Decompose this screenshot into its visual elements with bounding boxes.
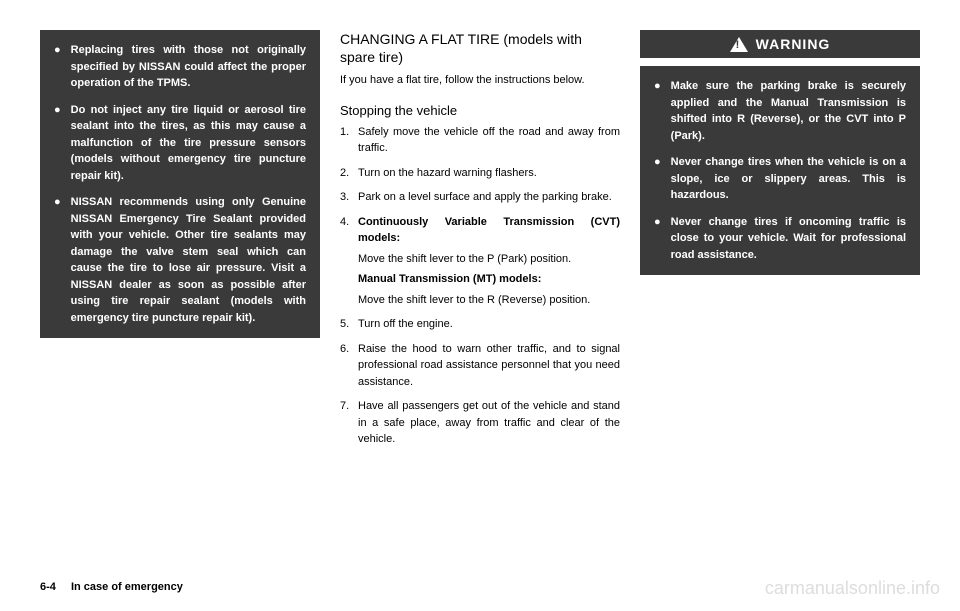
step-text: Have all passengers get out of the vehic…: [358, 398, 620, 448]
page-footer: 6-4 In case of emergency: [40, 581, 183, 593]
step-number: 4.: [340, 214, 358, 309]
cvt-text: Move the shift lever to the P (Park) pos…: [358, 251, 620, 268]
bullet-text: Make sure the parking brake is securely …: [671, 78, 906, 144]
step-number: 1.: [340, 124, 358, 157]
tpms-bullets: ● Replacing tires with those not origina…: [54, 42, 306, 326]
list-item: 4. Continuously Variable Transmission (C…: [340, 214, 620, 309]
bullet-icon: ●: [54, 194, 61, 326]
list-item: ● Never change tires if oncoming traffic…: [654, 214, 906, 264]
mt-label: Manual Transmission (MT) models:: [358, 271, 620, 288]
bullet-text: Never change tires if oncoming traffic i…: [671, 214, 906, 264]
step-number: 7.: [340, 398, 358, 448]
bullet-icon: ●: [54, 42, 61, 92]
step-content: Continuously Variable Transmission (CVT)…: [358, 214, 620, 309]
warning-header: WARNING: [640, 30, 920, 58]
page-number: 6-4: [40, 581, 56, 593]
step-number: 5.: [340, 316, 358, 333]
mt-text: Move the shift lever to the R (Reverse) …: [358, 292, 620, 309]
column-1: ● Replacing tires with those not origina…: [40, 30, 320, 560]
list-item: 2. Turn on the hazard warning flashers.: [340, 165, 620, 182]
warning-label: WARNING: [756, 36, 831, 52]
step-text: Turn off the engine.: [358, 316, 620, 333]
bullet-icon: ●: [654, 78, 661, 144]
watermark: carmanualsonline.info: [765, 578, 940, 599]
list-item: 3. Park on a level surface and apply the…: [340, 189, 620, 206]
bullet-icon: ●: [654, 154, 661, 204]
list-item: 7. Have all passengers get out of the ve…: [340, 398, 620, 448]
cvt-label: Continuously Variable Transmission (CVT)…: [358, 216, 620, 245]
step-text: Raise the hood to warn other traffic, an…: [358, 341, 620, 391]
bullet-icon: ●: [654, 214, 661, 264]
warning-body: ● Make sure the parking brake is securel…: [640, 66, 920, 275]
list-item: ● NISSAN recommends using only Genuine N…: [54, 194, 306, 326]
flat-tire-heading: CHANGING A FLAT TIRE (models with spare …: [340, 30, 620, 66]
tpms-notice-box: ● Replacing tires with those not origina…: [40, 30, 320, 338]
list-item: 1. Safely move the vehicle off the road …: [340, 124, 620, 157]
list-item: ● Never change tires when the vehicle is…: [654, 154, 906, 204]
step-number: 2.: [340, 165, 358, 182]
bullet-text: NISSAN recommends using only Genuine NIS…: [71, 194, 306, 326]
column-3: WARNING ● Make sure the parking brake is…: [640, 30, 920, 560]
list-item: ● Make sure the parking brake is securel…: [654, 78, 906, 144]
chapter-title: In case of emergency: [71, 581, 183, 593]
column-2: CHANGING A FLAT TIRE (models with spare …: [340, 30, 620, 560]
step-text: Park on a level surface and apply the pa…: [358, 189, 620, 206]
bullet-text: Do not inject any tire liquid or aerosol…: [71, 102, 306, 185]
bullet-icon: ●: [54, 102, 61, 185]
stopping-subheading: Stopping the vehicle: [340, 103, 620, 118]
page-content: ● Replacing tires with those not origina…: [40, 30, 920, 560]
warning-bullets: ● Make sure the parking brake is securel…: [654, 78, 906, 263]
bullet-text: Replacing tires with those not originall…: [71, 42, 306, 92]
step-text: Turn on the hazard warning flashers.: [358, 165, 620, 182]
bullet-text: Never change tires when the vehicle is o…: [671, 154, 906, 204]
step-number: 3.: [340, 189, 358, 206]
list-item: 5. Turn off the engine.: [340, 316, 620, 333]
flat-tire-intro: If you have a flat tire, follow the inst…: [340, 72, 620, 89]
step-number: 6.: [340, 341, 358, 391]
step-text: Safely move the vehicle off the road and…: [358, 124, 620, 157]
warning-triangle-icon: [730, 37, 748, 52]
list-item: 6. Raise the hood to warn other traffic,…: [340, 341, 620, 391]
list-item: ● Replacing tires with those not origina…: [54, 42, 306, 92]
stopping-steps: 1. Safely move the vehicle off the road …: [340, 124, 620, 456]
list-item: ● Do not inject any tire liquid or aeros…: [54, 102, 306, 185]
